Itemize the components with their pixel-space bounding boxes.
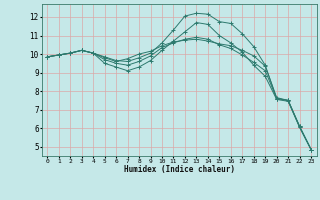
X-axis label: Humidex (Indice chaleur): Humidex (Indice chaleur) [124,165,235,174]
